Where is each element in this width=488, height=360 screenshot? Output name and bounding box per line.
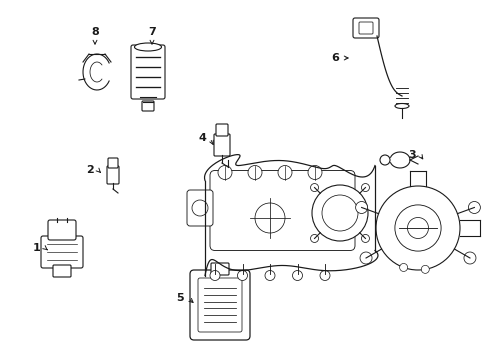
- Circle shape: [361, 184, 369, 192]
- Circle shape: [310, 184, 318, 192]
- Circle shape: [375, 186, 459, 270]
- Circle shape: [307, 166, 321, 180]
- Circle shape: [468, 202, 479, 213]
- FancyBboxPatch shape: [358, 22, 372, 34]
- FancyBboxPatch shape: [186, 190, 213, 226]
- Circle shape: [407, 217, 427, 238]
- Circle shape: [361, 234, 369, 242]
- Circle shape: [463, 252, 475, 264]
- FancyBboxPatch shape: [142, 101, 154, 111]
- Text: 3: 3: [407, 150, 415, 160]
- FancyBboxPatch shape: [190, 270, 249, 340]
- FancyBboxPatch shape: [131, 45, 164, 99]
- Circle shape: [247, 166, 262, 180]
- Circle shape: [355, 202, 367, 213]
- Circle shape: [192, 200, 207, 216]
- Text: 1: 1: [33, 243, 41, 253]
- Circle shape: [399, 264, 407, 271]
- Circle shape: [321, 195, 357, 231]
- Text: 5: 5: [176, 293, 183, 303]
- Circle shape: [379, 155, 389, 165]
- FancyBboxPatch shape: [198, 278, 242, 332]
- FancyBboxPatch shape: [107, 166, 119, 184]
- Ellipse shape: [394, 104, 408, 108]
- FancyBboxPatch shape: [214, 134, 229, 156]
- Circle shape: [310, 234, 318, 242]
- FancyBboxPatch shape: [48, 220, 76, 240]
- Circle shape: [359, 252, 371, 264]
- FancyBboxPatch shape: [53, 265, 71, 277]
- Circle shape: [292, 270, 302, 280]
- Circle shape: [237, 270, 247, 280]
- Circle shape: [264, 270, 274, 280]
- Circle shape: [254, 203, 285, 233]
- Text: 6: 6: [330, 53, 338, 63]
- Text: 8: 8: [91, 27, 99, 37]
- Circle shape: [278, 166, 291, 180]
- Circle shape: [209, 270, 220, 280]
- FancyBboxPatch shape: [108, 158, 118, 168]
- Circle shape: [311, 185, 367, 241]
- Ellipse shape: [134, 43, 161, 51]
- FancyBboxPatch shape: [352, 18, 378, 38]
- Text: 4: 4: [198, 133, 205, 143]
- Circle shape: [421, 265, 428, 273]
- Circle shape: [319, 270, 329, 280]
- FancyBboxPatch shape: [41, 236, 83, 268]
- Text: 7: 7: [148, 27, 156, 37]
- FancyBboxPatch shape: [209, 171, 354, 251]
- Text: 2: 2: [86, 165, 94, 175]
- Circle shape: [218, 166, 231, 180]
- FancyBboxPatch shape: [210, 263, 228, 275]
- Circle shape: [394, 205, 440, 251]
- FancyBboxPatch shape: [216, 124, 227, 136]
